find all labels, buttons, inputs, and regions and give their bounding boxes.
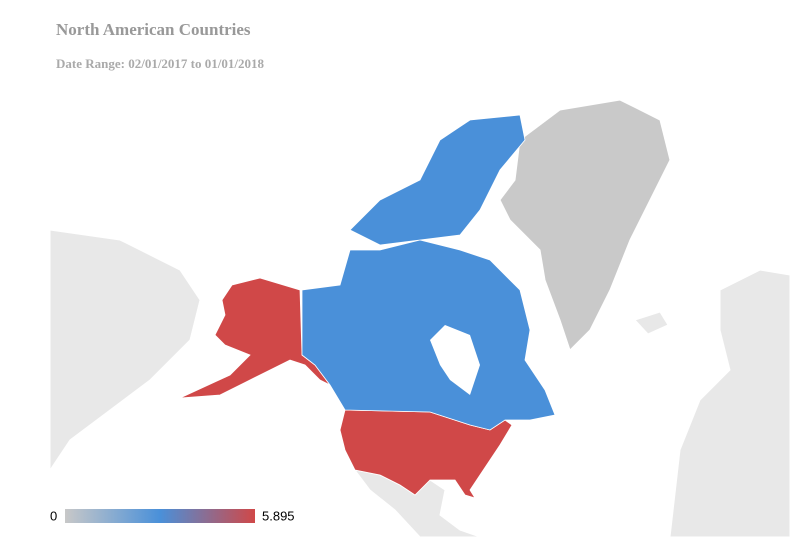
europe-land xyxy=(669,269,791,537)
chart-title: North American Countries xyxy=(56,20,251,39)
greenland-land xyxy=(499,99,671,351)
background-land xyxy=(49,99,791,537)
regions xyxy=(179,114,556,499)
asia-land xyxy=(49,229,201,472)
legend-min: 0 xyxy=(50,508,57,523)
chart-subtitle: Date Range: 02/01/2017 to 01/01/2018 xyxy=(56,56,264,71)
country-region[interactable] xyxy=(301,114,556,431)
hudson-bay xyxy=(430,325,480,395)
legend-gradient xyxy=(65,509,255,523)
iceland-land xyxy=(634,311,669,335)
legend-max: 5.895 xyxy=(262,508,295,523)
